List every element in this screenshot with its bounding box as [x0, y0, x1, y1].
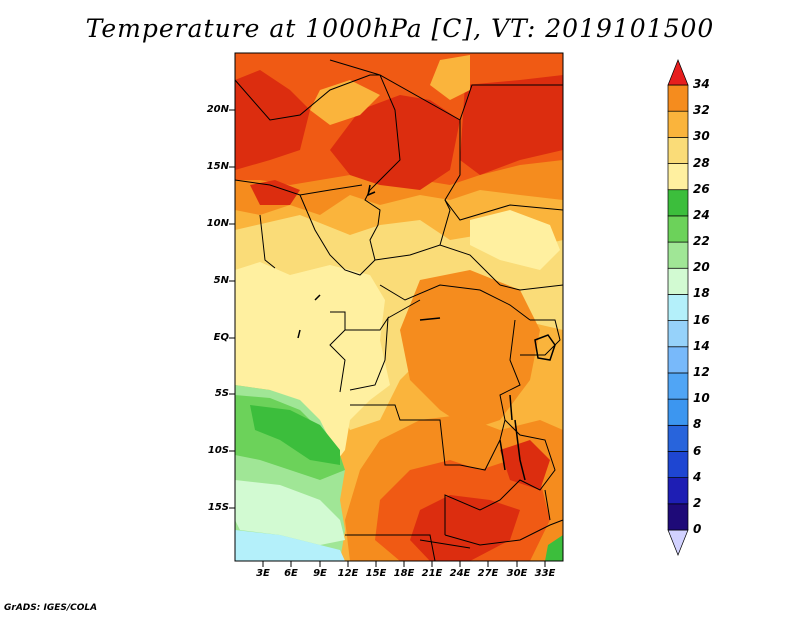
- colorbar-label: 26: [693, 181, 710, 196]
- colorbar-label: 6: [693, 443, 702, 458]
- lake-outlines: [297, 184, 556, 481]
- lat-label: 10N: [206, 218, 229, 229]
- colorbar-box: [667, 241, 689, 269]
- colorbar-box: [667, 398, 689, 426]
- colorbar-label: 10: [693, 391, 710, 406]
- colorbar-box: [667, 267, 689, 295]
- map-frame: [234, 52, 564, 562]
- colorbar-over-arrow: [667, 59, 689, 86]
- map-title: Temperature at 1000hPa [C], VT: 20191015…: [85, 14, 715, 43]
- footer-credit: GrADS: IGES/COLA: [4, 603, 98, 613]
- colorbar-label: 2: [693, 495, 702, 510]
- lat-label: EQ: [213, 332, 229, 343]
- colorbar-label: 12: [693, 364, 710, 379]
- colorbar-box: [667, 110, 689, 138]
- colorbar-label: 0: [693, 522, 702, 536]
- colorbar-label: 30: [693, 129, 710, 144]
- colorbar-box: [667, 137, 689, 164]
- lat-label: 15N: [206, 161, 229, 172]
- colorbar-box: [667, 477, 689, 505]
- colorbar-box: [667, 163, 689, 191]
- colorbar-label: 14: [693, 338, 710, 353]
- lat-label: 20N: [206, 104, 229, 115]
- colorbar-box: [667, 215, 689, 243]
- colorbar-box: [667, 503, 689, 531]
- colorbar-box: [667, 451, 689, 479]
- colorbar-box: [667, 189, 689, 217]
- colorbar-label: 22: [693, 234, 710, 249]
- colorbar: [667, 59, 689, 556]
- axis-ticks: [229, 109, 546, 567]
- colorbar-label: 34: [693, 77, 710, 91]
- lon-label: 21E: [421, 568, 443, 579]
- colorbar-box: [667, 84, 689, 112]
- colorbar-label: 32: [693, 103, 710, 118]
- colorbar-box: [667, 320, 689, 348]
- colorbar-box: [667, 372, 689, 400]
- colorbar-label: 28: [693, 155, 710, 170]
- colorbar-label: 24: [693, 207, 710, 222]
- colorbar-label: 16: [693, 312, 710, 327]
- lat-label: 15S: [207, 502, 229, 513]
- country-borders: [234, 59, 564, 562]
- lon-label: 3E: [256, 568, 270, 579]
- colorbar-label: 20: [693, 260, 710, 275]
- lon-label: 12E: [337, 568, 359, 579]
- lon-label: 18E: [393, 568, 415, 579]
- lon-label: 27E: [477, 568, 499, 579]
- lon-label: 24E: [449, 568, 471, 579]
- lat-label: 5N: [213, 275, 229, 286]
- temperature-field: [235, 53, 563, 561]
- lon-label: 33E: [534, 568, 556, 579]
- lon-label: 30E: [506, 568, 528, 579]
- colorbar-label: 18: [693, 286, 710, 301]
- colorbar-box: [667, 346, 689, 374]
- colorbar-box: [667, 424, 689, 452]
- colorbar-box: [667, 294, 689, 321]
- colorbar-label: 4: [693, 469, 702, 484]
- lon-label: 6E: [284, 568, 298, 579]
- colorbar-label: 8: [693, 417, 702, 432]
- lat-label: 5S: [214, 388, 229, 399]
- lat-label: 10S: [207, 445, 229, 456]
- lon-label: 15E: [365, 568, 387, 579]
- colorbar-under-arrow: [667, 529, 689, 556]
- lon-label: 9E: [313, 568, 327, 579]
